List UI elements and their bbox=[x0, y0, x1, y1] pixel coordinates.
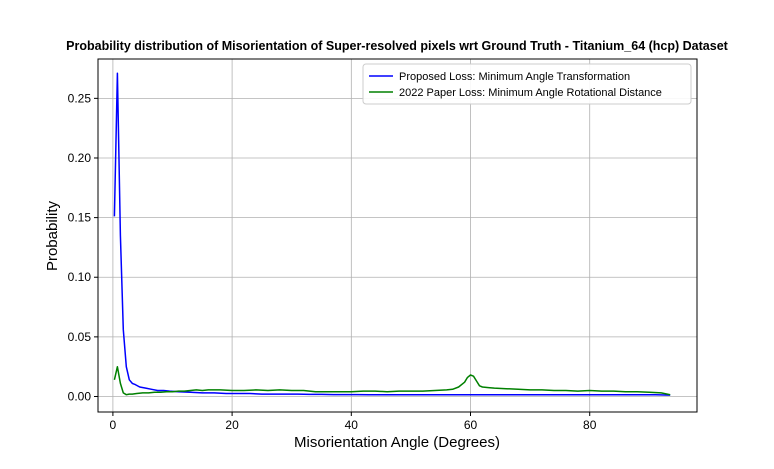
plot-frame bbox=[97, 58, 698, 413]
x-tick-label: 20 bbox=[225, 418, 239, 432]
y-axis-label: Probability bbox=[44, 200, 61, 271]
legend-label-2: 2022 Paper Loss: Minimum Angle Rotationa… bbox=[399, 87, 662, 99]
y-tick-label: 0.20 bbox=[68, 151, 92, 165]
x-tick-label: 40 bbox=[345, 418, 359, 432]
legend: Proposed Loss: Minimum Angle Transformat… bbox=[362, 63, 692, 105]
y-tick-label: 0.10 bbox=[68, 270, 92, 284]
y-tick-label: 0.00 bbox=[68, 389, 92, 403]
grid-lines bbox=[98, 59, 697, 412]
x-tick-label: 80 bbox=[583, 418, 597, 432]
chart-title: Probability distribution of Misorientati… bbox=[66, 39, 728, 53]
legend-label-1: Proposed Loss: Minimum Angle Transformat… bbox=[399, 71, 630, 83]
legend-box bbox=[362, 63, 692, 105]
x-tick-label: 60 bbox=[464, 418, 478, 432]
axis-ticks: 0 20 40 60 80 0.00 0.05 0.10 0.15 0.20 0.25 bbox=[68, 91, 597, 432]
y-tick-label: 0.15 bbox=[68, 211, 92, 225]
series-lines bbox=[113, 72, 671, 396]
x-tick-label: 0 bbox=[110, 418, 117, 432]
series-line-1 bbox=[113, 72, 671, 396]
y-tick-label: 0.25 bbox=[68, 91, 92, 105]
x-axis-label: Misorientation Angle (Degrees) bbox=[294, 434, 500, 451]
series-line-2 bbox=[113, 365, 671, 396]
y-tick-label: 0.05 bbox=[68, 330, 92, 344]
